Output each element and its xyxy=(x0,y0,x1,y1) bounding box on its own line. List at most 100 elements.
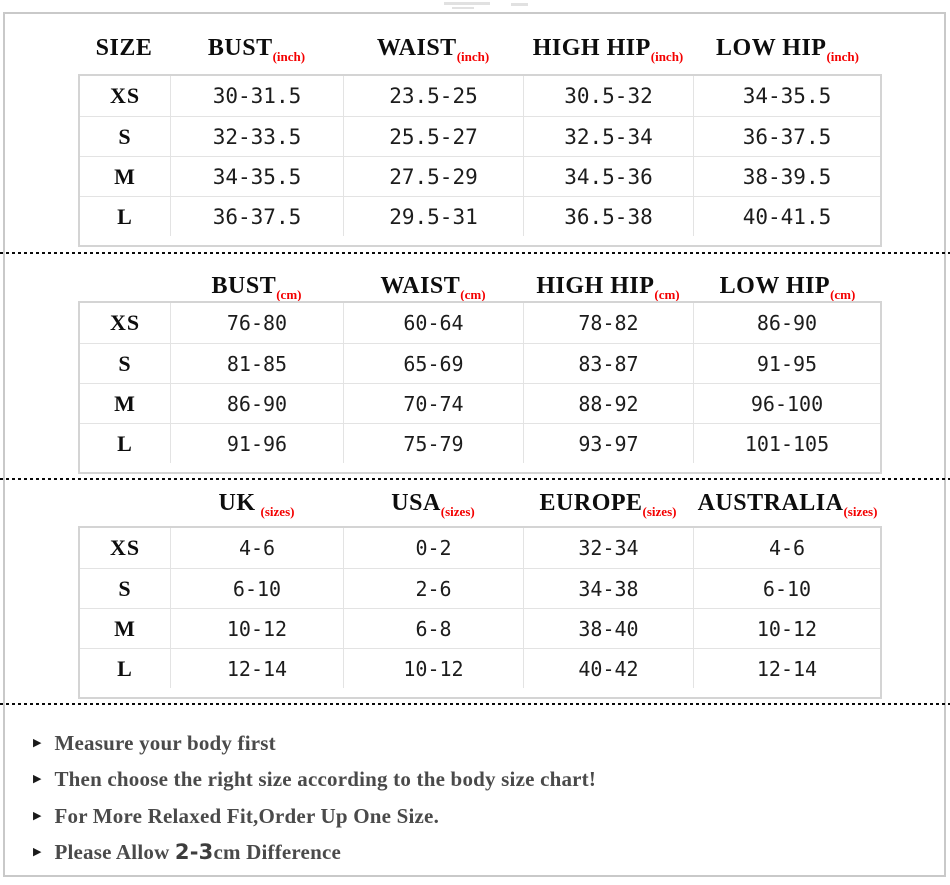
unit-label: (sizes) xyxy=(440,504,475,519)
measurement-cell: 91-95 xyxy=(693,343,880,383)
column-header-uk: UK (sizes) xyxy=(218,490,295,519)
column-header-waist-inch: WAIST(inch) xyxy=(376,35,490,64)
measurement-cell: 10-12 xyxy=(343,648,523,688)
measurement-cell: 70-74 xyxy=(343,383,523,423)
size-label: XS xyxy=(109,535,141,560)
measurement-cell: 91-96 xyxy=(170,423,343,463)
measurement-cell: 25.5-27 xyxy=(343,116,523,156)
measurement-cell: 30.5-32 xyxy=(523,76,693,116)
measurement-cell: 30-31.5 xyxy=(170,76,343,116)
measurement-cell: 36-37.5 xyxy=(693,116,880,156)
measurement-cell: 23.5-25 xyxy=(343,76,523,116)
measurement-cell: 76-80 xyxy=(170,303,343,343)
size-label: L xyxy=(80,648,170,688)
inch-size-table: XS 30-31.5 23.5-25 30.5-32 34-35.5 S 32-… xyxy=(78,74,882,247)
measurement-cell: 32-33.5 xyxy=(170,116,343,156)
triangle-bullet-icon: ▶ xyxy=(33,809,42,822)
unit-label: (cm) xyxy=(654,287,680,302)
measurement-cell: 38-39.5 xyxy=(693,156,880,196)
unit-label: (cm) xyxy=(830,287,856,302)
unit-label: (inch) xyxy=(826,49,859,64)
measurement-cell: 4-6 xyxy=(693,528,880,568)
dashed-divider xyxy=(0,703,950,705)
triangle-bullet-icon: ▶ xyxy=(33,846,42,859)
measurement-cell: 40-42 xyxy=(523,648,693,688)
measurement-cell: 81-85 xyxy=(170,343,343,383)
unit-label: (sizes) xyxy=(843,504,878,519)
measurement-cell: 75-79 xyxy=(343,423,523,463)
column-header-low-hip-cm: LOW HIP(cm) xyxy=(719,273,856,302)
note-item: ▶ Please Allow 2-3cm Difference xyxy=(33,835,923,872)
measurement-cell: 32-34 xyxy=(523,528,693,568)
size-label: M xyxy=(80,608,170,648)
measurement-cell: 36-37.5 xyxy=(170,196,343,236)
column-header-high-hip-inch: HIGH HIP(inch) xyxy=(532,35,684,64)
measurement-cell: 86-90 xyxy=(693,303,880,343)
measurement-cell: 32.5-34 xyxy=(523,116,693,156)
dashed-divider xyxy=(0,478,950,480)
size-label: L xyxy=(80,423,170,463)
measurement-cell: 65-69 xyxy=(343,343,523,383)
measurement-cell: 38-40 xyxy=(523,608,693,648)
column-header-australia: AUSTRALIA(sizes) xyxy=(697,490,878,519)
unit-label: (sizes) xyxy=(260,504,295,519)
measurement-cell: 101-105 xyxy=(693,423,880,463)
unit-label: (inch) xyxy=(650,49,684,64)
size-label: S xyxy=(80,568,170,608)
dashed-divider xyxy=(0,252,950,254)
measurement-cell: 0-2 xyxy=(343,528,523,568)
measurement-cell: 34.5-36 xyxy=(523,156,693,196)
unit-label: (inch) xyxy=(456,49,490,64)
triangle-bullet-icon: ▶ xyxy=(33,736,42,749)
column-header-usa: USA(sizes) xyxy=(391,490,475,519)
unit-label: (inch) xyxy=(272,49,306,64)
measurement-cell: 36.5-38 xyxy=(523,196,693,236)
size-label: S xyxy=(80,343,170,383)
column-header-high-hip-cm: HIGH HIP(cm) xyxy=(536,273,680,302)
column-header-waist-cm: WAIST(cm) xyxy=(380,273,486,302)
size-label: XS xyxy=(109,310,141,335)
note-text: Please Allow 2-3cm Difference xyxy=(54,840,341,865)
note-text: Then choose the right size according to … xyxy=(54,767,597,792)
measurement-cell: 96-100 xyxy=(693,383,880,423)
size-system-header-row: UK (sizes) USA(sizes) EUROPE(sizes) AUSTR… xyxy=(78,486,882,520)
unit-label: (cm) xyxy=(276,287,302,302)
measurement-cell: 4-6 xyxy=(170,528,343,568)
measurement-cell: 10-12 xyxy=(170,608,343,648)
measurement-cell: 12-14 xyxy=(693,648,880,688)
column-header-europe: EUROPE(sizes) xyxy=(539,490,677,519)
note-text: Measure your body first xyxy=(54,730,276,755)
unit-label: (sizes) xyxy=(642,504,677,519)
inch-table-header-row: SIZE BUST(inch) WAIST(inch) HIGH HIP(inc… xyxy=(78,30,882,66)
measurement-cell: 34-35.5 xyxy=(170,156,343,196)
measurement-cell: 27.5-29 xyxy=(343,156,523,196)
international-size-table: XS 4-6 0-2 32-34 4-6 S 6-10 2-6 34-38 6-… xyxy=(78,526,882,699)
note-item: ▶ Measure your body first xyxy=(33,725,923,762)
measurement-cell: 10-12 xyxy=(693,608,880,648)
cm-table-header-row: BUST(cm) WAIST(cm) HIGH HIP(cm) LOW HIP(… xyxy=(78,269,882,303)
column-header-low-hip-inch: LOW HIP(inch) xyxy=(716,35,859,64)
measurement-cell: 29.5-31 xyxy=(343,196,523,236)
size-label: L xyxy=(80,196,170,236)
measurement-cell: 88-92 xyxy=(523,383,693,423)
measurement-cell: 83-87 xyxy=(523,343,693,383)
unit-label: (cm) xyxy=(460,287,486,302)
measurement-cell: 78-82 xyxy=(523,303,693,343)
size-label: S xyxy=(80,116,170,156)
measurement-cell: 34-38 xyxy=(523,568,693,608)
measurement-cell: 40-41.5 xyxy=(693,196,880,236)
measurement-cell: 86-90 xyxy=(170,383,343,423)
note-text: For More Relaxed Fit,Order Up One Size. xyxy=(54,803,440,828)
measurement-cell: 34-35.5 xyxy=(693,76,880,116)
triangle-bullet-icon: ▶ xyxy=(33,773,42,786)
measurement-cell: 2-6 xyxy=(343,568,523,608)
measurement-cell: 93-97 xyxy=(523,423,693,463)
measurement-cell: 60-64 xyxy=(343,303,523,343)
note-item: ▶ Then choose the right size according t… xyxy=(33,762,923,799)
note-item: ▶ For More Relaxed Fit,Order Up One Size… xyxy=(33,798,923,835)
column-header-bust-cm: BUST(cm) xyxy=(211,273,302,302)
measurement-cell: 12-14 xyxy=(170,648,343,688)
column-header-size: SIZE xyxy=(95,35,153,61)
measurement-cell: 6-10 xyxy=(170,568,343,608)
notes-list: ▶ Measure your body first ▶ Then choose … xyxy=(33,725,923,871)
